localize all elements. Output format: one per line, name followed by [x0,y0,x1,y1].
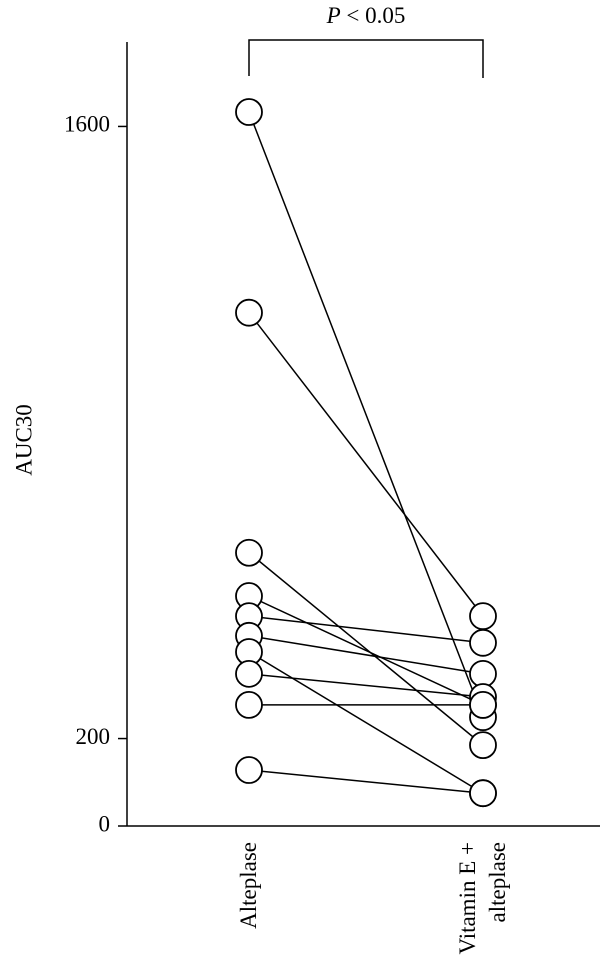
dot [469,779,497,808]
dot [235,756,263,784]
pair-line [248,552,484,746]
y-tick-label: 200 [76,724,111,749]
dot [235,98,263,126]
x-tick-label: Vitamin E + alteplase [455,842,510,955]
x-tick-box: Vitamin E + alteplase [455,842,510,955]
dot [469,690,497,719]
pair-line [248,111,484,718]
pair-line [248,312,484,617]
dot [469,628,497,657]
dot [469,731,497,760]
pair-line [248,673,484,698]
pair-line [248,635,484,675]
dot [469,602,497,631]
y-tick-label: 0 [99,811,111,836]
y-tick-label: 1600 [64,112,110,137]
pair-line [248,615,484,644]
dot [235,690,263,719]
x-tick-group: Vitamin E + alteplase [455,842,510,955]
dot [235,659,263,688]
annotation-symbol: P [326,3,341,28]
dot [469,659,497,688]
x-tick-label: Alteplase [236,842,261,929]
pair-line [248,651,484,794]
x-tick-box: Alteplase [236,842,261,929]
dot [235,538,263,567]
bracket [248,39,484,78]
pair-line [248,595,484,706]
annotation: P < 0.05 [326,3,406,28]
pair-line [248,769,484,794]
annotation-text: < 0.05 [346,3,405,28]
y-axis-label: AUC30 [11,404,36,476]
x-tick-group: Alteplase [236,842,261,929]
dot [235,298,263,327]
